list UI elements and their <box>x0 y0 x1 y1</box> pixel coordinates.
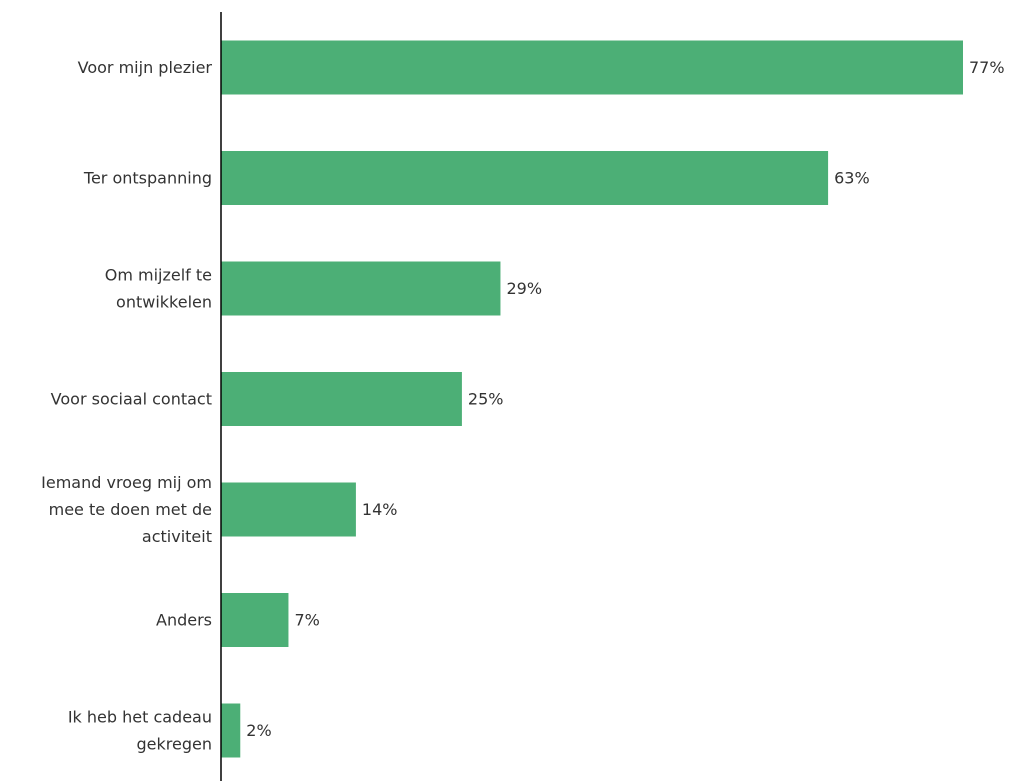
bar-0 <box>221 41 963 95</box>
bar-4 <box>221 483 356 537</box>
category-labels-group: Voor mijn plezier Ter ontspanning Om mijze… <box>41 58 212 754</box>
value-label-5: 7% <box>294 611 319 630</box>
category-label-line: gekregen <box>137 735 212 754</box>
category-label-line: Voor sociaal contact <box>51 390 212 409</box>
category-label-line: activiteit <box>142 527 212 546</box>
category-label-5: Anders <box>156 611 212 630</box>
category-label-6: Ik heb het cadeau gekregen <box>68 708 212 754</box>
value-label-4: 14% <box>362 500 398 519</box>
category-label-2: Om mijzelf te ontwikkelen <box>105 266 212 312</box>
category-label-line: mee te doen met de <box>49 500 212 519</box>
bar-3 <box>221 372 462 426</box>
category-label-line: Voor mijn plezier <box>78 58 213 77</box>
value-label-3: 25% <box>468 390 504 409</box>
bar-2 <box>221 262 500 316</box>
category-label-3: Voor sociaal contact <box>51 390 212 409</box>
category-label-line: Ik heb het cadeau <box>68 708 212 727</box>
category-label-4: Iemand vroeg mij om mee te doen met de act… <box>41 473 212 546</box>
bar-5 <box>221 593 288 647</box>
category-label-line: Anders <box>156 611 212 630</box>
value-label-0: 77% <box>969 58 1005 77</box>
bars-group <box>221 41 963 758</box>
category-label-line: ontwikkelen <box>116 293 212 312</box>
value-label-2: 29% <box>506 279 542 298</box>
category-label-0: Voor mijn plezier <box>78 58 213 77</box>
bar-6 <box>221 704 240 758</box>
category-label-1: Ter ontspanning <box>83 169 212 188</box>
value-label-6: 2% <box>246 721 271 740</box>
value-label-1: 63% <box>834 169 870 188</box>
category-label-line: Iemand vroeg mij om <box>41 473 212 492</box>
category-label-line: Ter ontspanning <box>83 169 212 188</box>
category-label-line: Om mijzelf te <box>105 266 212 285</box>
bar-1 <box>221 151 828 205</box>
